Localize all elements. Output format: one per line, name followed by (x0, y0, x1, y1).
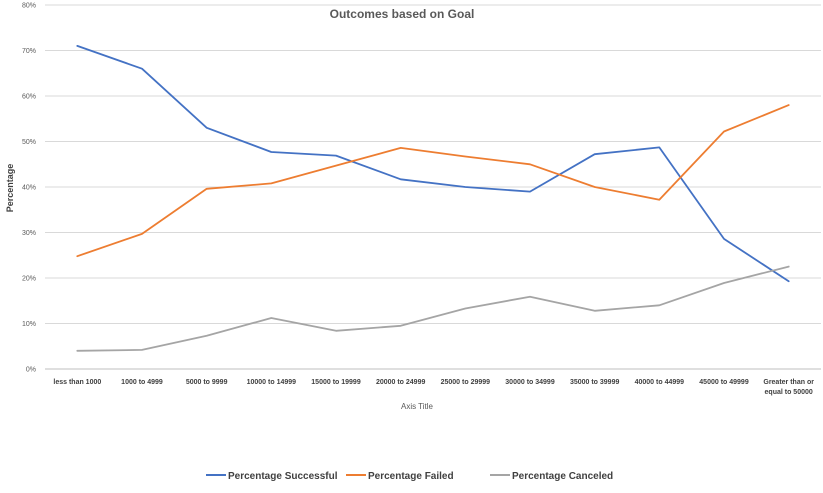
y-tick-label: 10% (22, 321, 36, 328)
y-tick-label: 60% (22, 94, 36, 101)
x-tick-label: 35000 to 39999 (570, 379, 620, 386)
x-tick-label: 5000 to 9999 (186, 379, 228, 386)
x-tick-label: less than 1000 (53, 379, 101, 386)
gridlines (45, 4, 821, 370)
series-line-3 (76, 265, 790, 352)
x-tick-label-line: 40000 to 44999 (635, 379, 685, 386)
x-tick-label-line: equal to 50000 (765, 389, 813, 396)
x-tick-label-line: less than 1000 (53, 379, 101, 386)
x-tick-label-line: 45000 to 49999 (699, 379, 749, 386)
y-tick-label: 20% (22, 276, 36, 283)
y-tick-label: 80% (22, 3, 36, 10)
x-tick-label-line: 15000 to 19999 (311, 379, 361, 386)
x-tick-label: 45000 to 49999 (699, 379, 749, 386)
series-line-1 (76, 45, 790, 283)
y-tick-label: 50% (22, 139, 36, 146)
y-axis-title: Percentage (5, 164, 15, 213)
x-tick-label-line: 10000 to 14999 (247, 379, 297, 386)
x-tick-label: Greater than or equal to 50000 (763, 379, 814, 396)
x-axis-ticks: less than 1000 1000 to 4999 5000 to 9999 10… (53, 379, 814, 396)
x-tick-label-line: 5000 to 9999 (186, 379, 228, 386)
x-tick-label: 10000 to 14999 (247, 379, 297, 386)
y-axis-ticks: 0% 10% 20% 30% 40% 50% 60% 70% 80% (22, 3, 36, 374)
legend-label: Percentage Canceled (512, 471, 613, 482)
x-tick-label-line: 25000 to 29999 (441, 379, 491, 386)
x-tick-label: 40000 to 44999 (635, 379, 685, 386)
x-axis-title: Axis Title (401, 402, 434, 411)
x-tick-label-line: Greater than or (763, 379, 814, 386)
y-tick-label: 30% (22, 230, 36, 237)
x-tick-label: 15000 to 19999 (311, 379, 361, 386)
y-tick-label: 0% (26, 367, 36, 374)
x-tick-label: 25000 to 29999 (441, 379, 491, 386)
x-tick-label-line: 1000 to 4999 (121, 379, 163, 386)
x-tick-label-line: 30000 to 34999 (505, 379, 555, 386)
legend-label: Percentage Successful (228, 471, 338, 482)
x-tick-label: 20000 to 24999 (376, 379, 426, 386)
legend-label: Percentage Failed (368, 471, 454, 482)
series-lines (76, 45, 790, 352)
y-tick-label: 70% (22, 48, 36, 55)
x-tick-label: 1000 to 4999 (121, 379, 163, 386)
x-tick-label-line: 35000 to 39999 (570, 379, 620, 386)
legend: Percentage Successful Percentage Failed Pe… (206, 471, 613, 482)
series-line-2 (76, 104, 790, 258)
x-tick-label-line: 20000 to 24999 (376, 379, 426, 386)
chart-title: Outcomes based on Goal (330, 7, 475, 21)
x-tick-label: 30000 to 34999 (505, 379, 555, 386)
y-tick-label: 40% (22, 185, 36, 192)
